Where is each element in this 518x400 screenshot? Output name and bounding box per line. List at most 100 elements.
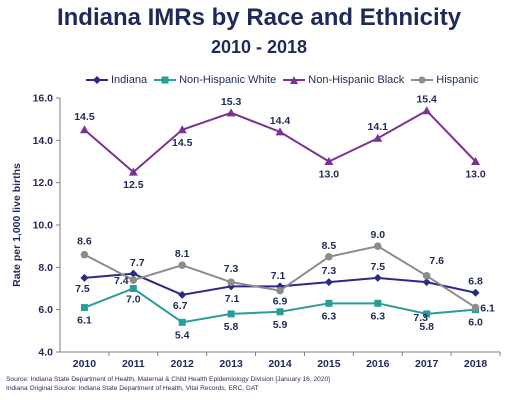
data-label: 7.5 [75, 283, 90, 295]
legend-label-nh-black: Non-Hispanic Black [308, 74, 405, 86]
y-tick-label: 10.0 [33, 220, 54, 232]
data-label: 7.0 [126, 294, 141, 306]
data-label: 7.6 [429, 255, 444, 267]
data-point [423, 310, 431, 318]
data-point [227, 278, 235, 286]
data-label: 7.3 [413, 312, 428, 324]
data-label: 7.3 [224, 263, 239, 275]
data-point [80, 304, 88, 312]
legend-item-nh-white: Non-Hispanic White [154, 74, 276, 86]
data-point [373, 242, 382, 250]
legend-swatch-indiana [86, 76, 108, 84]
data-point [178, 290, 187, 299]
data-point [226, 108, 236, 117]
x-tick-label: 2014 [268, 358, 292, 370]
data-point [422, 278, 431, 287]
data-label: 7.5 [370, 261, 385, 273]
data-label: 7.3 [322, 265, 337, 277]
data-point [276, 308, 284, 316]
data-label: 6.1 [77, 315, 92, 327]
x-tick-label: 2012 [171, 358, 195, 370]
legend-item-hispanic: Hispanic [411, 74, 478, 86]
y-tick-label: 6.0 [38, 304, 53, 316]
data-point [325, 299, 333, 307]
y-tick-label: 12.0 [33, 177, 54, 189]
data-point [373, 133, 383, 142]
data-point [324, 157, 334, 165]
y-tick-label: 14.0 [33, 135, 54, 147]
x-tick-label: 2018 [464, 358, 488, 370]
data-point [422, 272, 431, 280]
data-point [471, 288, 480, 297]
data-point [227, 310, 235, 318]
data-point [80, 250, 89, 259]
data-label: 5.9 [273, 319, 288, 331]
y-tick-label: 8.0 [38, 262, 53, 274]
legend-label-indiana: Indiana [111, 74, 148, 86]
data-point [177, 125, 187, 134]
data-point [471, 303, 480, 312]
source-note: Source: Indiana State Department of Heal… [6, 376, 330, 393]
data-point [178, 261, 187, 270]
data-point [79, 125, 89, 134]
chart-subtitle: 2010 - 2018 [210, 37, 308, 57]
data-point [324, 278, 333, 287]
data-point [276, 286, 284, 295]
data-point [129, 285, 137, 292]
data-label: 8.1 [175, 248, 190, 260]
source-line-1: Source: Indiana State Department of Heal… [6, 376, 331, 383]
data-label: 5.4 [175, 329, 190, 341]
legend-swatch-hispanic [411, 76, 434, 84]
data-point [129, 276, 138, 284]
x-tick-label: 2011 [122, 358, 145, 370]
legend-item-indiana: Indiana [86, 74, 147, 86]
data-point [422, 106, 432, 115]
data-label: 6.8 [468, 276, 483, 288]
data-label: 6.9 [273, 296, 288, 308]
x-tick-label: 2013 [219, 358, 243, 370]
data-label: 14.5 [172, 137, 193, 149]
data-label: 5.8 [224, 321, 239, 333]
data-label: 7.4 [114, 275, 129, 287]
data-label: 13.0 [465, 169, 486, 181]
data-label: 7.1 [271, 270, 286, 282]
data-label: 15.4 [416, 94, 437, 106]
source-line-2: Indiana Original Source: Indiana State D… [6, 384, 259, 392]
data-label: 12.5 [123, 179, 144, 191]
data-label: 15.3 [221, 96, 242, 108]
data-label: 8.6 [77, 236, 92, 248]
legend-item-nh-black: Non-Hispanic Black [283, 74, 404, 86]
y-axis-title: Rate per 1,000 live births [11, 163, 23, 287]
x-tick-label: 2010 [73, 358, 97, 370]
data-label: 8.5 [322, 240, 337, 252]
data-label: 14.5 [74, 111, 95, 123]
data-label: 6.0 [468, 317, 483, 329]
data-label: 6.1 [480, 303, 495, 315]
y-tick-label: 4.0 [38, 347, 53, 359]
data-point [373, 273, 382, 282]
data-point [128, 167, 138, 176]
legend-swatch-nh-white [154, 76, 177, 84]
data-label: 7.1 [225, 293, 240, 305]
data-label: 14.1 [368, 121, 389, 133]
data-label: 13.0 [319, 169, 340, 181]
y-tick-label: 16.0 [33, 93, 54, 105]
data-label: 9.0 [370, 229, 385, 241]
data-label: 6.3 [370, 310, 385, 322]
chart-title: Indiana IMRs by Race and Ethnicity [56, 4, 462, 31]
legend-swatch-nh-black [283, 76, 306, 84]
data-point [80, 273, 89, 282]
data-point [178, 318, 186, 326]
data-point [471, 157, 481, 165]
data-point [275, 127, 285, 136]
data-point [374, 299, 382, 307]
x-tick-label: 2015 [317, 358, 341, 370]
data-label: 14.4 [270, 115, 291, 127]
x-tick-label: 2016 [366, 358, 390, 370]
x-tick-label: 2017 [415, 358, 439, 370]
data-point [129, 269, 138, 278]
legend-label-hispanic: Hispanic [436, 74, 479, 86]
data-label: 6.7 [173, 300, 188, 312]
data-label: 5.8 [419, 321, 434, 333]
